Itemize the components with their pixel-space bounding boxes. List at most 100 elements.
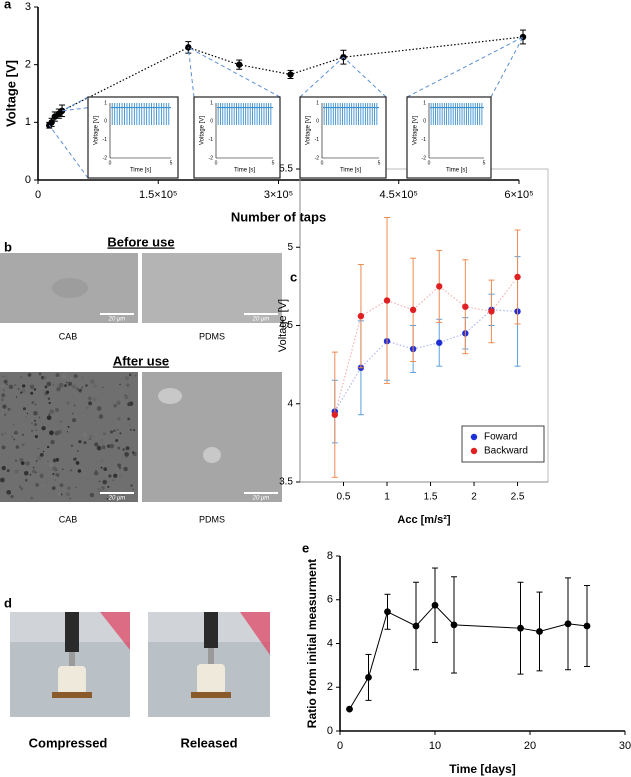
inset-waveform: [217, 103, 272, 125]
data-point: [436, 283, 443, 290]
y-tick-label: 3: [25, 1, 31, 13]
data-point: [431, 601, 439, 609]
sem-grain: [88, 401, 93, 406]
sem-grain: [26, 412, 29, 415]
series-line: [48, 36, 524, 126]
panel-label: a: [4, 0, 12, 11]
sem-grain: [3, 379, 8, 384]
sem-grain: [34, 423, 38, 427]
inset-tick-label: -2: [103, 155, 108, 161]
image-caption: CAB: [59, 514, 78, 524]
series-line: [334, 309, 518, 412]
sem-grain: [115, 438, 119, 443]
data-point: [536, 628, 543, 635]
sem-grain: [133, 406, 135, 409]
sem-grain: [124, 395, 129, 400]
data-point: [583, 622, 591, 630]
x-tick-label: 4.5×10⁵: [379, 189, 418, 201]
zoom-line: [61, 96, 89, 112]
sem-grain: [31, 401, 35, 404]
x-tick-label: 10: [429, 740, 441, 752]
x-tick-label: 1: [384, 492, 390, 503]
y-tick-label: 2: [327, 681, 333, 693]
sem-grain: [67, 425, 70, 428]
sem-grain: [39, 386, 42, 389]
section-title: After use: [113, 353, 169, 368]
y-axis-label: Voltage [V]: [277, 299, 289, 352]
image-caption: PDMS: [199, 514, 225, 524]
sem-grain: [100, 466, 103, 469]
sem-grain: [15, 445, 20, 449]
x-tick-label: 20: [524, 740, 536, 752]
x-tick-label: 2.5: [511, 492, 525, 503]
x-tick-label: 30: [619, 740, 631, 752]
sem-grain: [41, 425, 46, 431]
sem-grain: [88, 438, 91, 441]
sem-grain: [27, 373, 32, 377]
sem-grain: [46, 381, 52, 387]
data-point: [48, 119, 55, 126]
sem-grain: [119, 432, 122, 435]
sem-grain: [125, 456, 128, 458]
sem-grain: [59, 483, 64, 488]
sem-grain: [117, 416, 121, 421]
data-point: [436, 339, 443, 346]
sem-grain: [70, 444, 73, 447]
inset-x-label: Time [s]: [446, 168, 467, 174]
sem-grain: [64, 384, 68, 388]
sem-grain: [48, 462, 54, 468]
sem-grain: [106, 444, 111, 448]
sem-grain: [60, 493, 63, 496]
sem-grain: [98, 487, 104, 493]
sem-grain: [127, 417, 130, 421]
sem-grain: [117, 446, 121, 450]
sem-grain: [122, 495, 124, 497]
y-tick-label: 0: [25, 174, 31, 186]
sem-grain: [13, 430, 18, 435]
photo-caption: Released: [180, 735, 237, 750]
sem-grain: [66, 431, 68, 433]
sem-grain: [89, 435, 93, 439]
sem-grain: [73, 374, 78, 379]
sem-grain: [113, 473, 118, 478]
sem-grain: [123, 466, 128, 472]
legend-marker: [470, 433, 478, 441]
sem-grain: [95, 469, 97, 472]
sem-grain: [107, 485, 110, 489]
y-tick-label: 5: [287, 242, 293, 253]
sem-grain: [22, 407, 26, 411]
x-axis-label: Acc [m/s²]: [397, 514, 451, 526]
sem-grain: [118, 467, 122, 470]
sem-grain: [96, 445, 102, 451]
sem-grain: [135, 375, 137, 377]
sem-grain: [101, 391, 104, 394]
sem-grain: [14, 383, 17, 387]
sem-grain: [77, 409, 80, 412]
inset-tick-label: 0: [210, 119, 213, 125]
sem-grain: [29, 473, 32, 476]
sem-grain: [65, 381, 68, 384]
sem-grain: [54, 479, 56, 481]
sem-grain: [112, 494, 115, 498]
sem-grain: [69, 497, 71, 500]
sem-grain: [25, 461, 30, 466]
sem-grain: [100, 438, 104, 442]
sem-grain: [7, 457, 10, 460]
sem-grain: [112, 479, 115, 482]
sem-grain: [33, 491, 36, 494]
data-point: [462, 303, 469, 310]
sem-grain: [108, 490, 111, 493]
sem-grain: [103, 467, 108, 471]
data-point: [287, 71, 294, 78]
inset-tick-label: 5: [272, 160, 275, 166]
inset-waveform: [430, 103, 483, 125]
inset-tick-label: 0: [321, 160, 324, 166]
inset-tick-label: -1: [315, 137, 320, 143]
data-point: [514, 273, 521, 281]
sem-grain: [102, 479, 108, 485]
sem-grain: [83, 471, 87, 476]
sem-grain: [43, 376, 47, 380]
inset-tick-label: 0: [428, 160, 431, 166]
sem-grain: [72, 413, 74, 415]
data-point: [564, 620, 572, 628]
